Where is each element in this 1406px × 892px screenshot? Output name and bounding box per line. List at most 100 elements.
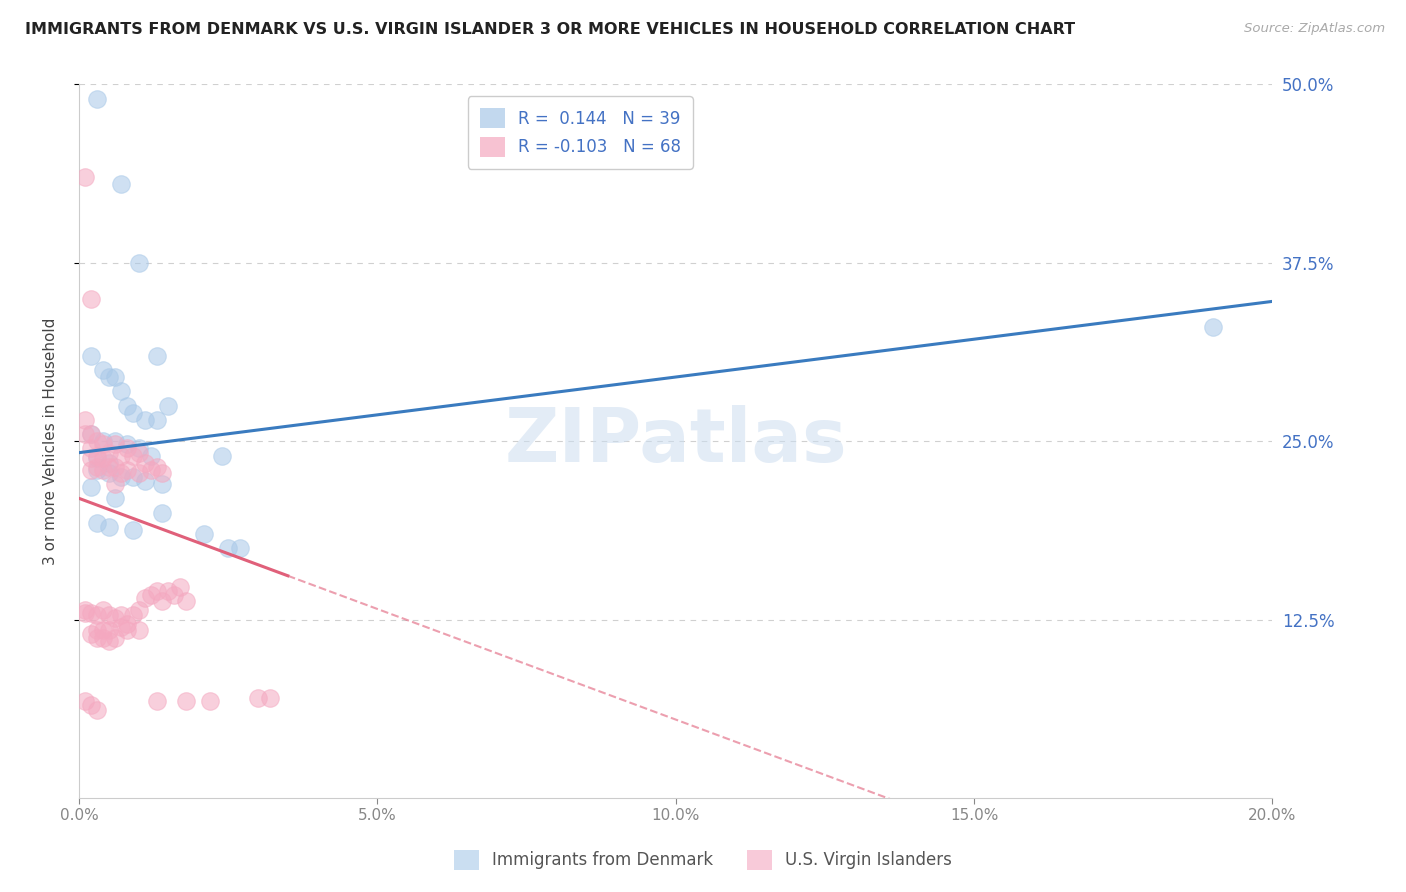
Text: IMMIGRANTS FROM DENMARK VS U.S. VIRGIN ISLANDER 3 OR MORE VEHICLES IN HOUSEHOLD : IMMIGRANTS FROM DENMARK VS U.S. VIRGIN I… <box>25 22 1076 37</box>
Point <box>134 413 156 427</box>
Point <box>97 520 120 534</box>
Point <box>80 442 103 456</box>
Point <box>128 445 150 459</box>
Point <box>86 92 108 106</box>
Point <box>152 477 174 491</box>
Point <box>80 427 103 442</box>
Point <box>91 463 114 477</box>
Point <box>73 170 96 185</box>
Point <box>104 631 127 645</box>
Legend: Immigrants from Denmark, U.S. Virgin Islanders: Immigrants from Denmark, U.S. Virgin Isl… <box>447 843 959 877</box>
Point <box>91 602 114 616</box>
Point <box>80 292 103 306</box>
Point <box>80 427 103 442</box>
Point <box>86 516 108 530</box>
Point <box>115 463 138 477</box>
Point <box>91 623 114 637</box>
Point <box>80 606 103 620</box>
Point <box>115 442 138 456</box>
Point <box>91 434 114 449</box>
Point <box>86 702 108 716</box>
Point <box>110 608 132 623</box>
Point <box>121 523 143 537</box>
Point <box>104 437 127 451</box>
Point <box>91 631 114 645</box>
Point <box>200 694 222 708</box>
Point <box>91 363 114 377</box>
Point <box>110 620 132 634</box>
Y-axis label: 3 or more Vehicles in Household: 3 or more Vehicles in Household <box>44 318 58 565</box>
Point <box>80 451 103 466</box>
Point <box>115 437 138 451</box>
Point <box>211 449 233 463</box>
Point <box>121 608 143 623</box>
Point <box>163 588 186 602</box>
Point <box>134 474 156 488</box>
Point <box>104 611 127 625</box>
Legend: R =  0.144   N = 39, R = -0.103   N = 68: R = 0.144 N = 39, R = -0.103 N = 68 <box>468 96 693 169</box>
Point <box>97 459 120 474</box>
Point <box>80 480 103 494</box>
Point <box>97 370 120 384</box>
Point <box>1202 320 1225 334</box>
Point <box>128 623 150 637</box>
Point <box>110 449 132 463</box>
Point <box>110 470 132 484</box>
Point <box>97 634 120 648</box>
Text: ZIPatlas: ZIPatlas <box>505 405 846 478</box>
Point <box>121 449 143 463</box>
Point <box>145 584 167 599</box>
Point <box>97 608 120 623</box>
Point <box>86 449 108 463</box>
Point <box>121 470 143 484</box>
Point <box>97 466 120 480</box>
Point <box>115 623 138 637</box>
Point <box>86 631 108 645</box>
Point <box>73 694 96 708</box>
Point <box>91 437 114 451</box>
Point <box>229 541 252 556</box>
Point <box>80 349 103 363</box>
Point <box>86 463 108 477</box>
Point <box>134 456 156 470</box>
Point <box>73 413 96 427</box>
Point <box>73 427 96 442</box>
Point <box>139 463 162 477</box>
Point <box>110 466 132 480</box>
Point <box>97 445 120 459</box>
Point <box>80 698 103 713</box>
Point <box>217 541 239 556</box>
Point <box>73 602 96 616</box>
Point <box>145 459 167 474</box>
Point <box>152 466 174 480</box>
Point <box>157 584 180 599</box>
Point <box>104 459 127 474</box>
Point <box>152 506 174 520</box>
Point <box>259 691 281 706</box>
Point <box>104 434 127 449</box>
Point <box>80 463 103 477</box>
Point <box>104 370 127 384</box>
Point <box>193 527 215 541</box>
Point <box>152 594 174 608</box>
Point <box>86 434 108 449</box>
Point <box>86 451 108 466</box>
Point <box>246 691 269 706</box>
Point <box>86 608 108 623</box>
Point <box>139 449 162 463</box>
Point <box>145 694 167 708</box>
Point <box>139 588 162 602</box>
Point <box>169 580 191 594</box>
Point <box>128 256 150 270</box>
Point <box>86 459 108 474</box>
Point <box>128 466 150 480</box>
Point <box>97 456 120 470</box>
Point <box>157 399 180 413</box>
Point <box>104 491 127 506</box>
Point <box>128 442 150 456</box>
Text: Source: ZipAtlas.com: Source: ZipAtlas.com <box>1244 22 1385 36</box>
Point <box>97 623 120 637</box>
Point <box>115 616 138 631</box>
Point <box>104 477 127 491</box>
Point <box>110 178 132 192</box>
